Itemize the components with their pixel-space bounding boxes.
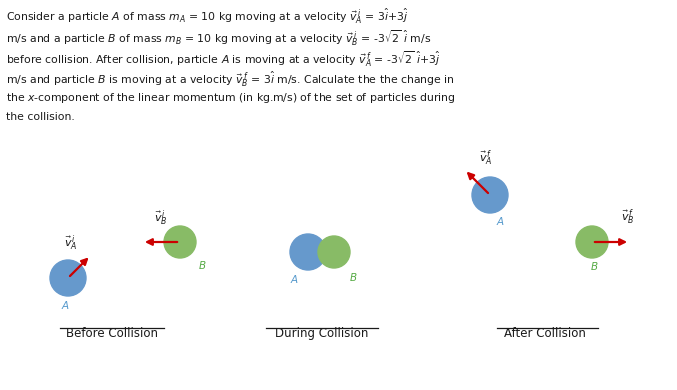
Text: $\vec{v}^{\,f}_{A}$: $\vec{v}^{\,f}_{A}$ — [479, 148, 492, 168]
Circle shape — [472, 177, 508, 213]
Text: before collision. After collision, particle $\mathit{A}$ is moving at a velocity: before collision. After collision, parti… — [6, 49, 441, 69]
Circle shape — [576, 226, 608, 258]
Circle shape — [164, 226, 196, 258]
Text: the collision.: the collision. — [6, 112, 74, 122]
Text: the $x$-component of the linear momentum (in kg.m/s) of the set of particles dur: the $x$-component of the linear momentum… — [6, 91, 456, 105]
Circle shape — [50, 260, 86, 296]
Text: $B$: $B$ — [349, 271, 357, 283]
Text: m/s and particle $\mathit{B}$ is moving at a velocity $\vec{v}^{\,f}_{B}$ = 3$\h: m/s and particle $\mathit{B}$ is moving … — [6, 70, 455, 89]
Circle shape — [290, 234, 326, 270]
Text: m/s and a particle $\mathit{B}$ of mass $m_B$ = 10 kg moving at a velocity $\vec: m/s and a particle $\mathit{B}$ of mass … — [6, 28, 431, 48]
Text: After Collision: After Collision — [504, 327, 586, 340]
Text: Consider a particle $\mathit{A}$ of mass $m_A$ = 10 kg moving at a velocity $\ve: Consider a particle $\mathit{A}$ of mass… — [6, 7, 408, 27]
Text: $A$: $A$ — [290, 273, 299, 285]
Text: $B$: $B$ — [198, 259, 206, 271]
Text: Before Collision: Before Collision — [66, 327, 158, 340]
Text: $B$: $B$ — [590, 260, 598, 272]
Circle shape — [318, 236, 350, 268]
Text: $\vec{v}^{\,i}_{B}$: $\vec{v}^{\,i}_{B}$ — [154, 208, 168, 228]
Text: $A$: $A$ — [60, 299, 70, 311]
Text: $\vec{v}^{\,f}_{B}$: $\vec{v}^{\,f}_{B}$ — [621, 207, 635, 227]
Text: $\vec{v}^{\,i}_{A}$: $\vec{v}^{\,i}_{A}$ — [64, 234, 77, 254]
Text: $A$: $A$ — [496, 215, 505, 227]
Text: During Collision: During Collision — [276, 327, 369, 340]
